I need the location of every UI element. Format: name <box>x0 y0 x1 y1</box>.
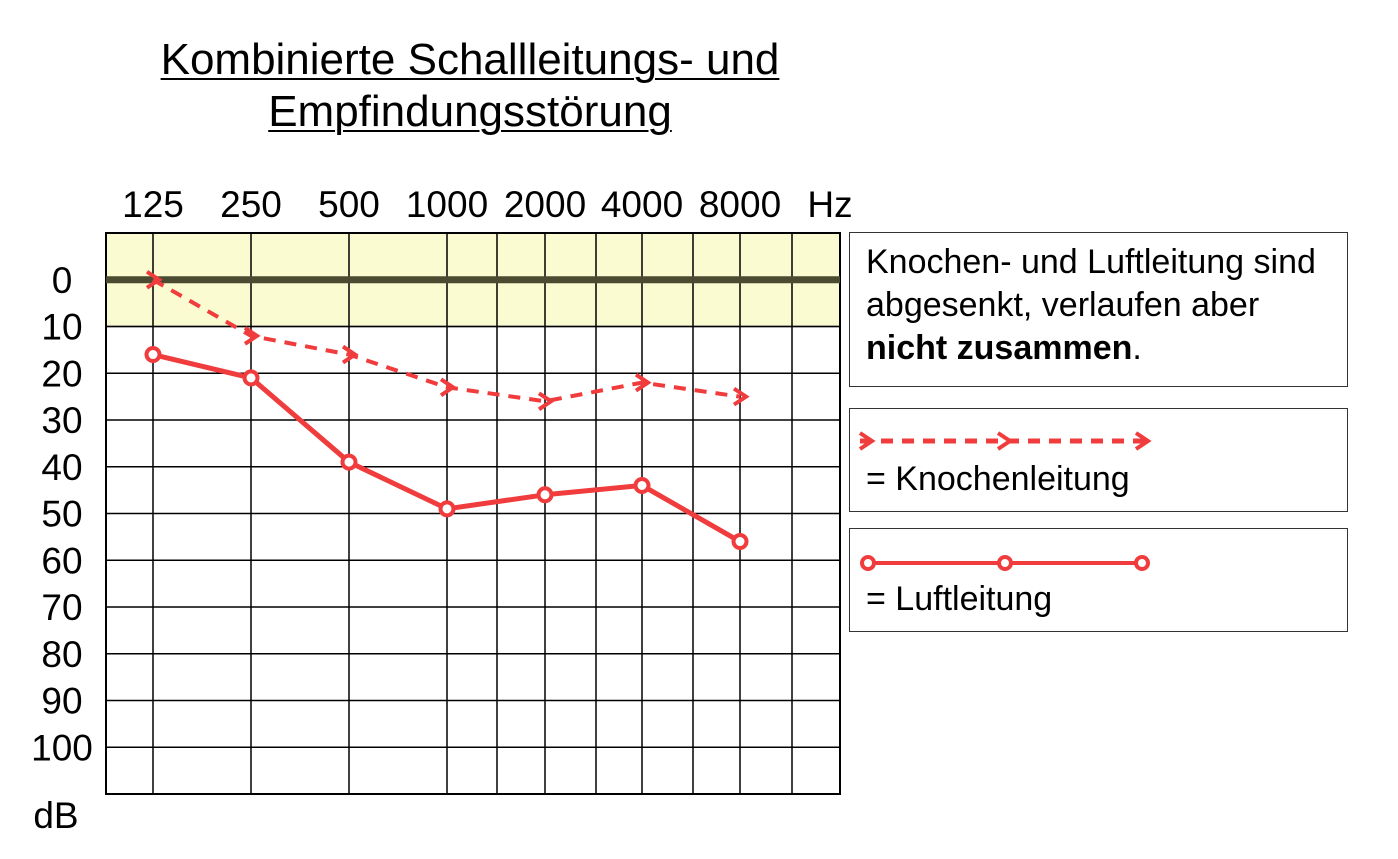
x-tick-label: 500 <box>318 184 380 225</box>
legend-air-label: = Luftleitung <box>866 580 1053 618</box>
air-conduction-point <box>144 346 162 364</box>
y-tick-label: 80 <box>41 634 82 675</box>
description-text: Knochen- und Luftleitung sind abgesenkt,… <box>866 243 1316 324</box>
y-tick-label: 60 <box>41 540 82 581</box>
air-conduction-point <box>731 533 749 551</box>
air-conduction-point <box>438 500 456 518</box>
title-line-1: Kombinierte Schallleitungs- und <box>160 35 780 84</box>
bone-conduction-point <box>537 391 555 411</box>
bone-conduction-point <box>634 372 652 393</box>
y-tick-label: 30 <box>41 400 82 441</box>
legend-air-symbol <box>860 555 1150 571</box>
y-tick-label: 10 <box>41 307 82 348</box>
x-tick-label: 8000 <box>699 184 781 225</box>
y-tick-label: 90 <box>41 681 82 722</box>
y-tick-label: 0 <box>52 260 73 301</box>
description-box: Knochen- und Luftleitung sind abgesenkt,… <box>849 232 1348 387</box>
x-tick-label: 2000 <box>504 184 586 225</box>
air-conduction-point <box>242 369 260 387</box>
x-unit-label: Hz <box>807 184 852 225</box>
description-period: . <box>1132 329 1142 367</box>
bone-conduction-line <box>152 278 741 404</box>
chart-title: Kombinierte Schallleitungs- und Empfindu… <box>60 34 880 138</box>
x-tick-label: 125 <box>122 184 184 225</box>
y-tick-label: 50 <box>41 494 82 535</box>
bone-conduction-point <box>439 377 457 397</box>
bone-conduction-point <box>732 386 750 407</box>
air-conduction-point <box>536 486 554 504</box>
description-emphasis: nicht zusammen <box>866 329 1133 367</box>
legend-bone-conduction: = Knochenleitung <box>849 408 1348 512</box>
legend-air-conduction: = Luftleitung <box>849 528 1348 632</box>
y-tick-label: 70 <box>41 587 82 628</box>
y-tick-label: 40 <box>41 447 82 488</box>
air-conduction-point <box>633 476 651 494</box>
y-tick-label: 20 <box>41 353 82 394</box>
x-tick-label: 4000 <box>601 184 683 225</box>
bone-conduction-point <box>341 344 359 365</box>
x-tick-label: 1000 <box>406 184 488 225</box>
y-unit-label: dB <box>33 795 78 836</box>
bone-conduction-point <box>243 326 261 346</box>
plot-frame <box>105 232 841 795</box>
legend-bone-label: = Knochenleitung <box>866 460 1130 498</box>
air-conduction-point <box>340 453 358 471</box>
bone-conduction-point <box>145 270 163 290</box>
legend-bone-symbol <box>858 431 1152 451</box>
x-tick-label: 250 <box>220 184 282 225</box>
y-tick-label: 100 <box>31 727 93 768</box>
title-line-2: Empfindungsstörung <box>268 87 672 136</box>
